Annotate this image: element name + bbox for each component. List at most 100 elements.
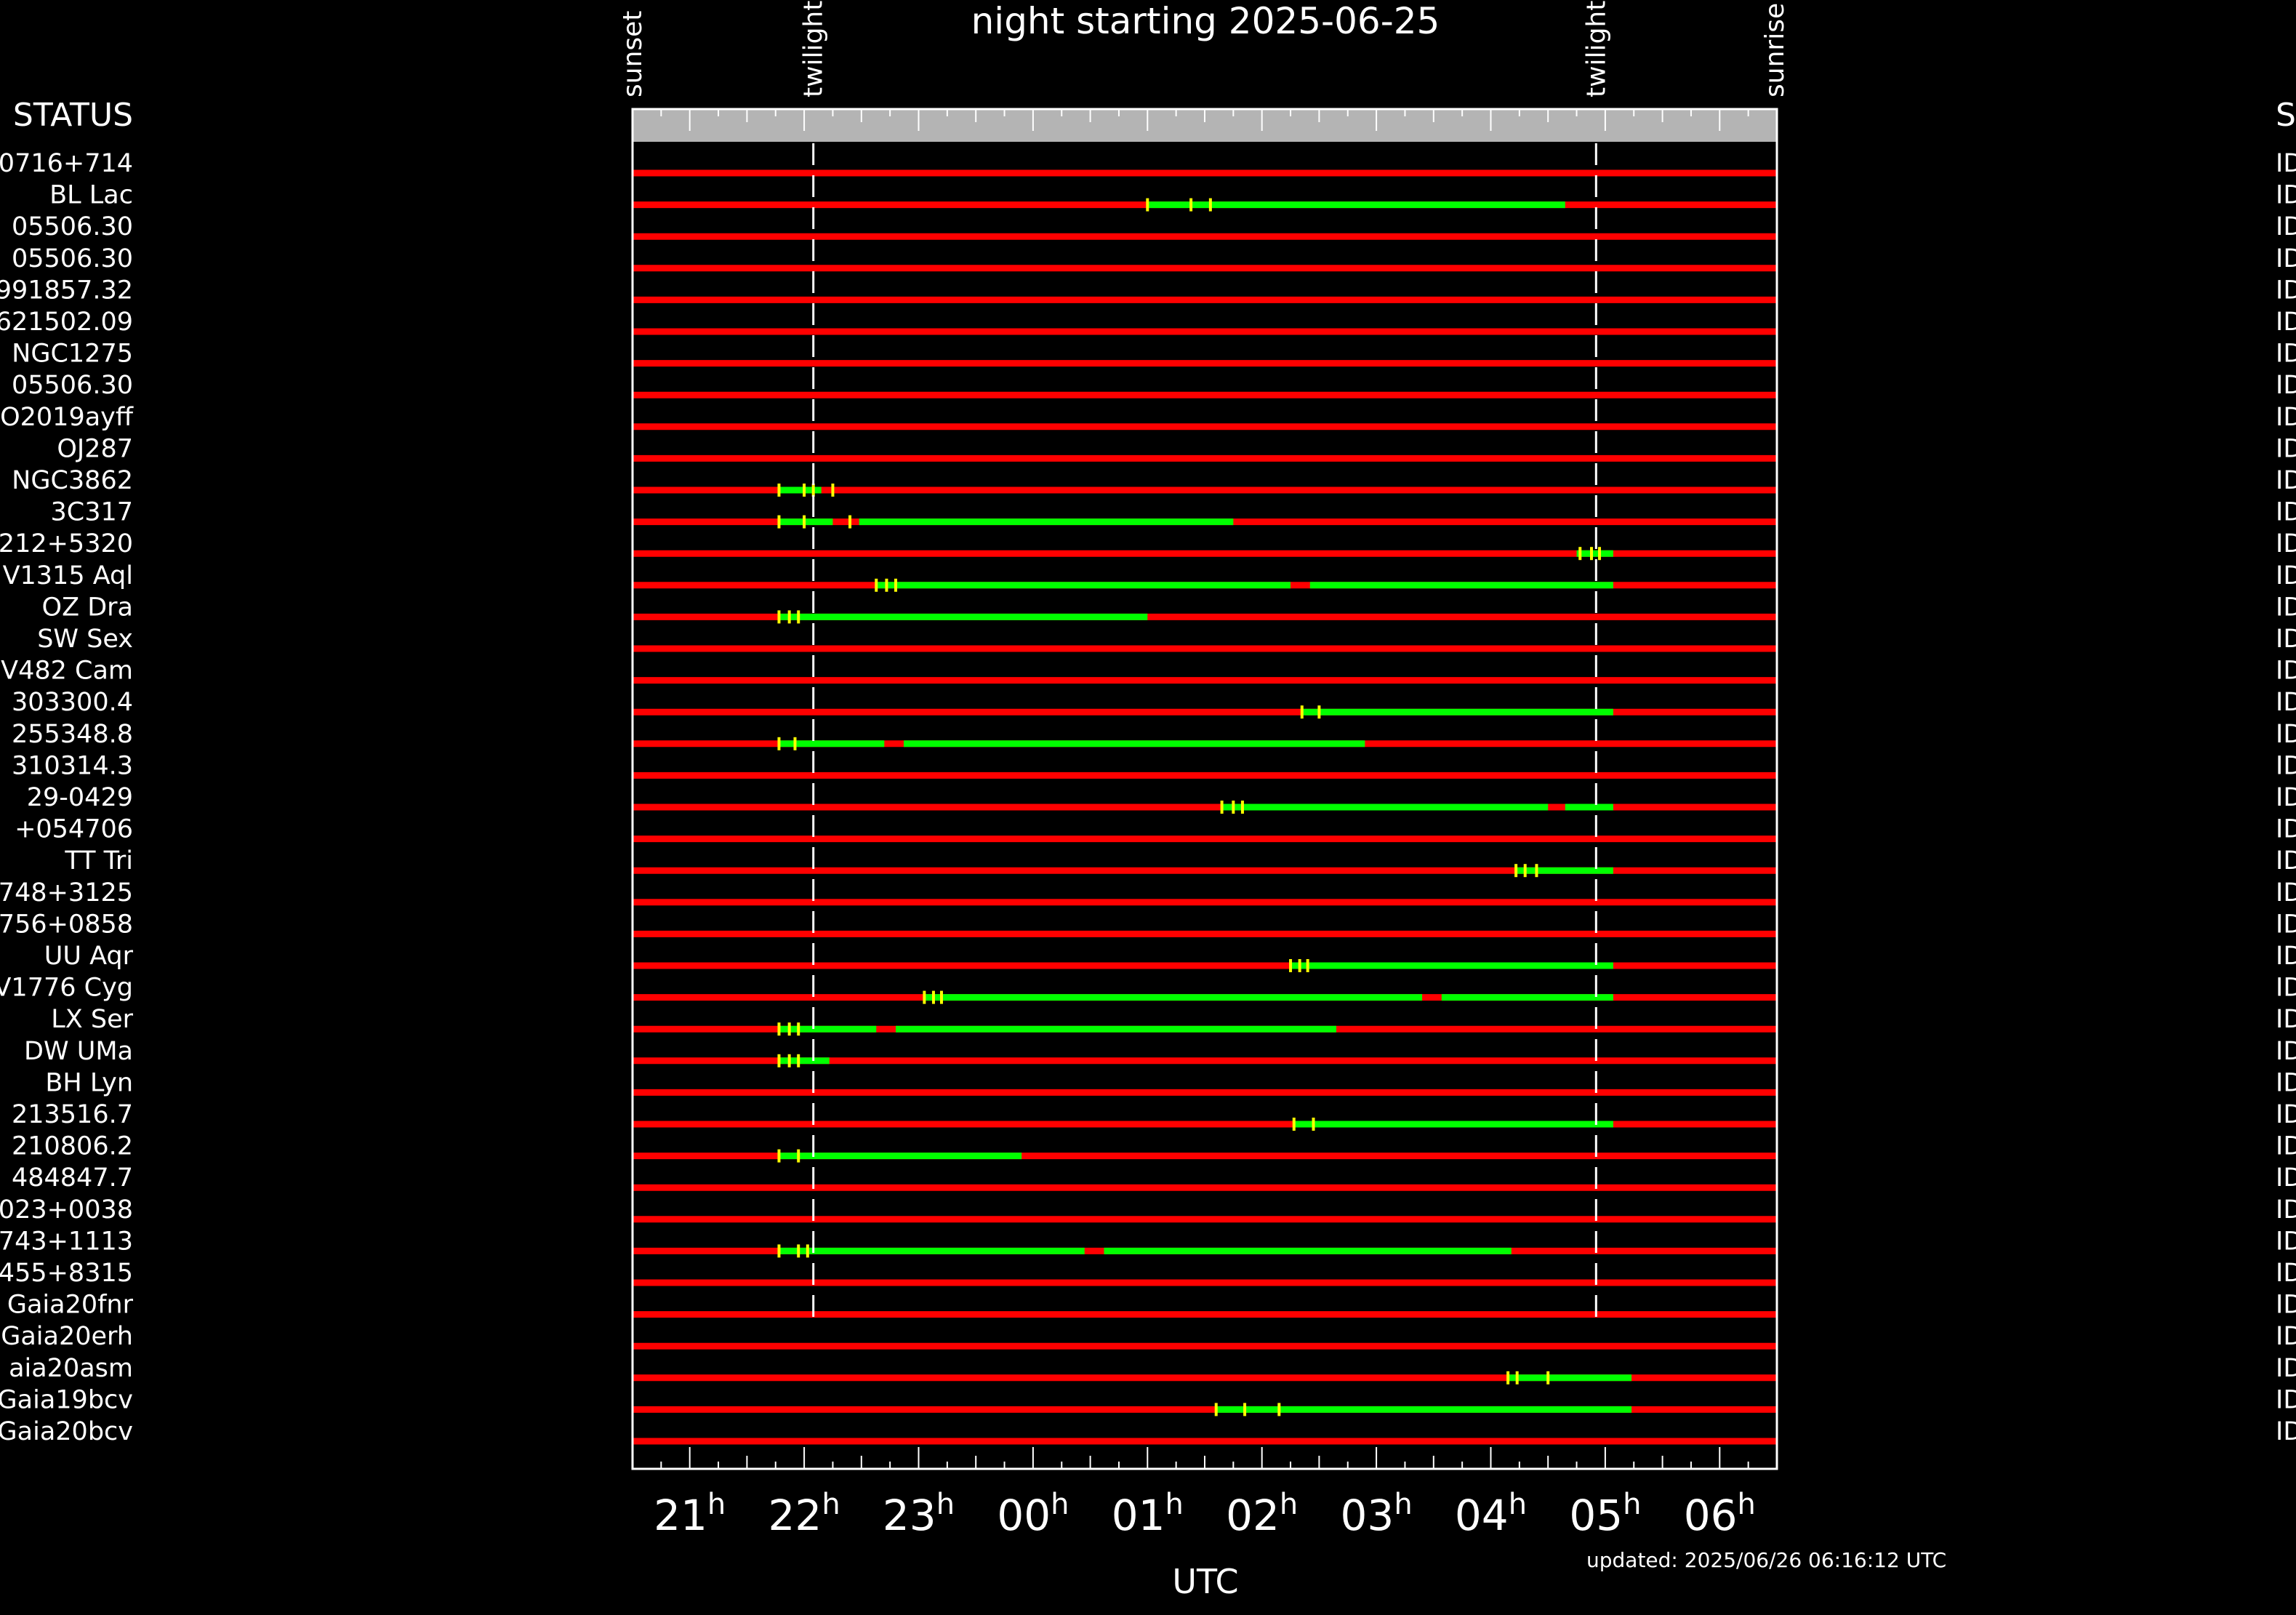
right-status-marker: ID bbox=[2276, 1354, 2296, 1383]
target-label: NGC3862 bbox=[12, 466, 133, 495]
target-row bbox=[633, 547, 1777, 561]
target-row bbox=[633, 1054, 1777, 1067]
target-label: O2019ayff bbox=[0, 403, 134, 432]
target-row bbox=[633, 1149, 1777, 1163]
target-row bbox=[633, 1118, 1777, 1131]
target-label: BH Lyn bbox=[45, 1068, 133, 1097]
right-status-marker: ID bbox=[2276, 371, 2296, 400]
right-status-marker: ID bbox=[2276, 340, 2296, 369]
target-label: 255348.8 bbox=[12, 720, 133, 749]
right-status-marker: ID bbox=[2276, 1037, 2296, 1066]
target-label: 05506.30 bbox=[12, 212, 133, 241]
x-tick-label: 21h bbox=[654, 1488, 726, 1540]
right-status-marker: ID bbox=[2276, 1322, 2296, 1351]
right-status-marker: ID bbox=[2276, 403, 2296, 432]
target-label: LX Ser bbox=[51, 1005, 133, 1034]
right-status-marker: ID bbox=[2276, 1163, 2296, 1193]
target-row bbox=[633, 959, 1777, 972]
target-label: 3C317 bbox=[50, 498, 133, 527]
x-tick-label: 22h bbox=[768, 1488, 840, 1540]
target-label: aia20asm bbox=[9, 1354, 133, 1383]
target-label: 756+0858 bbox=[0, 910, 133, 939]
event-label-sunrise-3: sunrise bbox=[1760, 3, 1790, 97]
target-label: 29-0429 bbox=[27, 783, 133, 812]
right-status-marker: ID bbox=[2276, 942, 2296, 971]
right-status-marker: ID bbox=[2276, 1259, 2296, 1288]
right-status-marker: ID bbox=[2276, 498, 2296, 527]
right-status-marker: ID bbox=[2276, 1068, 2296, 1097]
target-label: Gaia20erh bbox=[1, 1322, 133, 1351]
x-axis: 21h 22h 23h 00h 01h 02h 03h 04h 05h 06h bbox=[632, 1447, 1778, 1540]
updated-timestamp: updated: 2025/06/26 06:16:12 UTC bbox=[1586, 1548, 1946, 1572]
x-tick-label: 00h bbox=[997, 1488, 1069, 1540]
right-status-marker: ID bbox=[2276, 625, 2296, 654]
target-row bbox=[633, 515, 1777, 529]
right-status-marker: ID bbox=[2276, 1291, 2296, 1320]
target-label: 621502.09 bbox=[0, 308, 133, 337]
target-row bbox=[633, 737, 1777, 750]
status-header-left: STATUS bbox=[13, 97, 133, 134]
target-label: 991857.32 bbox=[0, 276, 133, 305]
target-row bbox=[633, 198, 1777, 212]
status-header-right: S bbox=[2276, 97, 2296, 134]
target-row bbox=[633, 610, 1777, 624]
target-row bbox=[633, 1371, 1777, 1384]
target-label: 484847.7 bbox=[12, 1163, 133, 1193]
x-tick-label: 03h bbox=[1341, 1488, 1413, 1540]
right-status-marker: ID bbox=[2276, 974, 2296, 1003]
target-row bbox=[633, 705, 1777, 719]
timeline-header-band bbox=[632, 109, 1778, 142]
target-label: UU Aqr bbox=[44, 942, 134, 971]
target-label: TT Tri bbox=[64, 846, 133, 875]
right-status-marker: ID bbox=[2276, 878, 2296, 907]
right-status-marker: ID bbox=[2276, 308, 2296, 337]
target-label: OZ Dra bbox=[42, 593, 133, 622]
target-label: Gaia20bcv bbox=[0, 1417, 133, 1446]
right-status-marker: ID bbox=[2276, 751, 2296, 780]
event-label-twilight-2: twilight bbox=[1581, 1, 1611, 97]
right-status-marker: ID bbox=[2276, 1005, 2296, 1034]
right-status-marker: ID bbox=[2276, 1417, 2296, 1446]
target-label: 455+8315 bbox=[0, 1259, 133, 1288]
right-status-marker: ID bbox=[2276, 212, 2296, 241]
target-row bbox=[633, 990, 1777, 1004]
target-label: V482 Cam bbox=[1, 657, 133, 686]
right-status-marker: ID bbox=[2276, 593, 2296, 622]
chart-title: night starting 2025-06-25 bbox=[971, 0, 1440, 42]
right-status-marker: ID bbox=[2276, 910, 2296, 939]
target-label: 310314.3 bbox=[12, 751, 133, 780]
target-row bbox=[633, 1244, 1777, 1258]
event-label-twilight-1: twilight bbox=[799, 1, 829, 97]
right-status-marker: ID bbox=[2276, 1100, 2296, 1129]
right-status-marker: ID bbox=[2276, 434, 2296, 463]
right-status-marker: ID bbox=[2276, 783, 2296, 812]
right-status-marker: ID bbox=[2276, 529, 2296, 558]
right-status-marker: ID bbox=[2276, 181, 2296, 210]
right-status-marker: ID bbox=[2276, 466, 2296, 495]
target-row bbox=[633, 864, 1777, 878]
right-status-marker: ID bbox=[2276, 1195, 2296, 1225]
event-label-sunset-0: sunset bbox=[618, 11, 648, 97]
right-status-marker: ID bbox=[2276, 688, 2296, 717]
x-axis-label: UTC bbox=[1172, 1562, 1238, 1601]
x-tick-label: 01h bbox=[1112, 1488, 1184, 1540]
right-status-column: IDIDIDIDIDIDIDIDIDIDIDIDIDIDIDIDIDIDIDID… bbox=[2276, 149, 2296, 1446]
target-label: 023+0038 bbox=[0, 1195, 133, 1225]
target-row bbox=[633, 484, 1777, 497]
target-row bbox=[633, 578, 1777, 592]
target-label: 303300.4 bbox=[12, 688, 133, 717]
target-label: 212+5320 bbox=[0, 529, 133, 558]
target-label: Gaia19bcv bbox=[0, 1385, 133, 1414]
target-rows bbox=[633, 169, 1777, 1445]
target-row bbox=[633, 1022, 1777, 1036]
target-label: SW Sex bbox=[37, 625, 133, 654]
right-status-marker: ID bbox=[2276, 846, 2296, 875]
target-label: 748+3125 bbox=[0, 878, 133, 907]
x-tick-label: 04h bbox=[1455, 1488, 1527, 1540]
right-status-marker: ID bbox=[2276, 149, 2296, 178]
x-tick-label: 06h bbox=[1684, 1488, 1756, 1540]
right-status-marker: ID bbox=[2276, 276, 2296, 305]
target-label: BL Lac bbox=[49, 181, 133, 210]
